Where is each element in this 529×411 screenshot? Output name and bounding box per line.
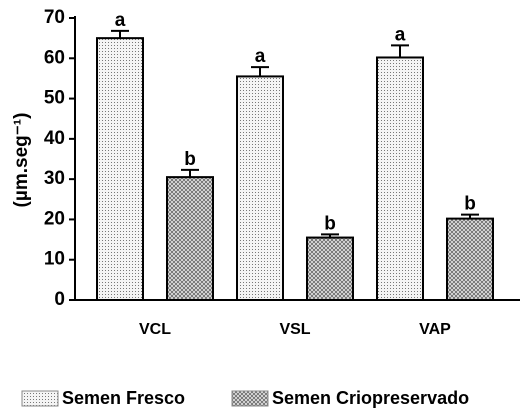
- legend-label: Semen Fresco: [62, 388, 185, 408]
- y-tick-label: 0: [54, 289, 65, 310]
- annotation: b: [184, 149, 196, 170]
- error-bar: [251, 66, 269, 77]
- error-bar: [391, 44, 409, 58]
- legend-swatch: [231, 390, 269, 407]
- y-tick-label: 20: [44, 208, 65, 229]
- bar: [446, 217, 494, 302]
- y-tick-label: 30: [44, 168, 65, 189]
- bar: [236, 75, 284, 301]
- y-tick-label: 50: [44, 88, 65, 109]
- annotation: b: [324, 213, 336, 234]
- bar: [96, 37, 144, 302]
- y-tick-label: 40: [44, 128, 65, 149]
- x-tick-label: VAP: [419, 321, 451, 338]
- error-bar: [111, 29, 129, 39]
- error-bar: [461, 213, 479, 219]
- legend-label: Semen Criopreservado: [272, 388, 469, 408]
- x-tick-label: VCL: [139, 321, 171, 338]
- x-tick-label: VSL: [279, 321, 310, 338]
- y-tick-label: 70: [44, 7, 65, 28]
- error-bar: [321, 233, 339, 238]
- annotation: a: [115, 10, 126, 31]
- bar: [376, 56, 424, 302]
- y-tick-label: 10: [44, 249, 65, 270]
- annotation: b: [464, 194, 476, 215]
- annotation: a: [255, 46, 266, 67]
- error-bar: [181, 168, 199, 178]
- bar: [306, 236, 354, 301]
- y-axis-label: (µm.seg⁻¹): [11, 113, 32, 208]
- legend-swatch: [21, 390, 59, 407]
- bar: [166, 176, 214, 301]
- y-tick-label: 60: [44, 47, 65, 68]
- annotation: a: [395, 24, 406, 45]
